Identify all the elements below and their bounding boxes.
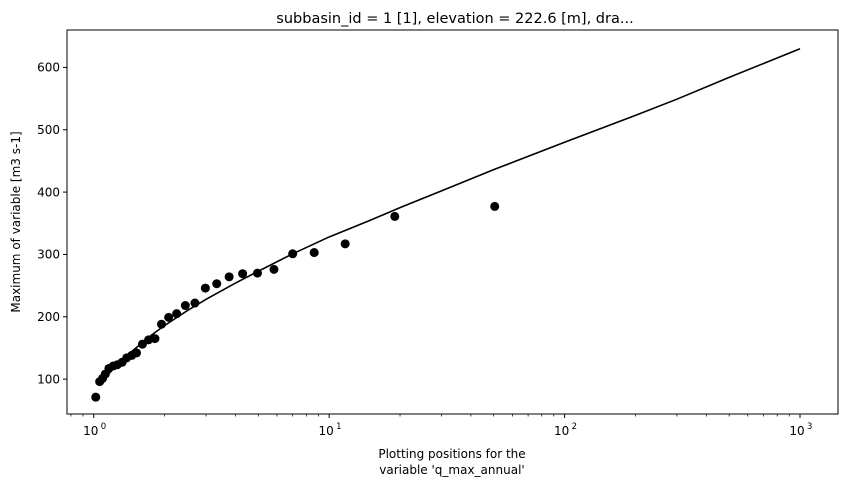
x-axis-label-line1: Plotting positions for the — [378, 447, 525, 461]
fitted-curve — [102, 47, 801, 381]
data-point — [180, 301, 190, 311]
data-point — [309, 248, 319, 258]
plot-frame — [66, 29, 839, 415]
y-tick-label: 500 — [37, 123, 60, 137]
data-point — [200, 283, 210, 293]
data-point — [132, 348, 142, 358]
x-tick-label: 10 — [319, 424, 334, 438]
plot-area — [91, 47, 801, 402]
data-point — [238, 269, 248, 279]
x-tick-label: 10 — [789, 424, 804, 438]
data-point — [269, 264, 279, 274]
y-tick-label: 300 — [37, 248, 60, 262]
x-tick-label: 10 — [554, 424, 569, 438]
y-tick-label: 600 — [37, 61, 60, 75]
x-tick-exponent: 3 — [807, 422, 812, 432]
y-axis-label: Maximum of variable [m3 s-1] — [9, 131, 23, 312]
data-point — [150, 334, 160, 344]
data-point — [490, 201, 500, 211]
x-axis: 10 0 10 1 10 2 10 3 — [70, 414, 812, 438]
data-point — [91, 392, 101, 402]
x-tick-label: 10 — [83, 424, 98, 438]
x-tick-exponent: 1 — [336, 422, 341, 432]
y-axis: 100 200 300 400 500 600 — [37, 61, 67, 386]
x-tick-exponent: 2 — [572, 422, 577, 432]
data-point — [164, 312, 174, 322]
y-tick-label: 100 — [37, 372, 60, 386]
data-point — [212, 279, 222, 289]
x-axis-label-line2: variable 'q_max_annual' — [379, 463, 524, 477]
data-point — [224, 272, 234, 282]
data-point — [340, 239, 350, 249]
data-point — [390, 211, 400, 221]
y-tick-label: 400 — [37, 185, 60, 199]
x-tick-exponent: 0 — [101, 422, 106, 432]
y-tick-label: 200 — [37, 310, 60, 324]
chart-title: subbasin_id = 1 [1], elevation = 222.6 [… — [276, 11, 633, 27]
